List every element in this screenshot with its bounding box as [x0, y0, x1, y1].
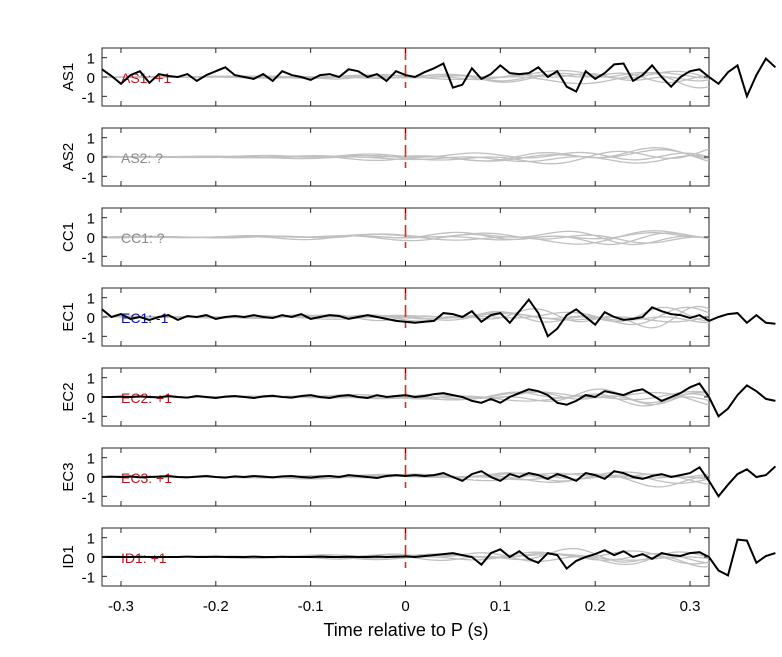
station-label: AS2: ? — [121, 150, 163, 166]
y-tick-label: 1 — [87, 211, 95, 228]
trace-line — [101, 57, 777, 100]
y-tick-label: -1 — [82, 409, 95, 426]
y-axis-label: AS1 — [60, 63, 77, 91]
y-tick-label: 0 — [87, 70, 95, 87]
y-tick-label: -1 — [82, 169, 95, 186]
y-axis-label: ID1 — [60, 545, 77, 568]
y-tick-label: 0 — [87, 390, 95, 407]
panel-cc1: CC1: ? -1 0 1 CC1 — [60, 207, 710, 267]
trace-line — [101, 297, 776, 338]
background-trace — [101, 147, 710, 162]
panel-as2: AS2: ? -1 0 1 AS2 — [60, 127, 710, 187]
panel-ec2: EC2: +1 -1 0 1 EC2 — [60, 367, 776, 427]
y-tick-label: 0 — [87, 230, 95, 247]
y-tick-label: -1 — [82, 249, 95, 266]
y-tick-label: 0 — [87, 310, 95, 327]
y-axis-label: EC3 — [60, 462, 77, 491]
background-trace — [101, 154, 710, 164]
station-label: CC1: ? — [121, 230, 165, 246]
y-tick-label: 1 — [87, 291, 95, 308]
y-tick-label: -1 — [82, 489, 95, 506]
y-tick-label: 0 — [87, 550, 95, 567]
x-axis: -0.3 -0.2 -0.1 0 0.1 0.2 0.3 — [108, 598, 700, 615]
station-label: ID1: +1 — [121, 550, 167, 566]
trace-line — [102, 538, 776, 577]
y-axis-label: EC1 — [60, 302, 77, 331]
x-axis-label: Time relative to P (s) — [323, 620, 488, 640]
y-tick-label: -1 — [82, 89, 95, 106]
y-tick-label: 1 — [87, 451, 95, 468]
x-tick-label: -0.3 — [108, 598, 134, 615]
x-tick-label: 0.1 — [490, 598, 511, 615]
trace-line — [102, 382, 776, 418]
y-tick-label: -1 — [82, 329, 95, 346]
station-label: EC2: +1 — [121, 390, 172, 406]
y-tick-label: 1 — [87, 531, 95, 548]
x-tick-label: 0.3 — [680, 598, 701, 615]
x-tick-label: 0 — [401, 598, 409, 615]
background-trace — [101, 306, 710, 323]
x-tick-label: -0.1 — [298, 598, 324, 615]
x-tick-label: 0.2 — [585, 598, 606, 615]
y-axis-label: EC2 — [60, 382, 77, 411]
panel-id1: ID1: +1 -1 0 1 ID1 — [60, 527, 776, 587]
y-tick-label: 1 — [87, 51, 95, 68]
y-axis-label: AS2 — [60, 143, 77, 171]
y-tick-label: -1 — [82, 569, 95, 586]
x-tick-label: -0.2 — [203, 598, 229, 615]
trace-line — [101, 465, 777, 499]
y-tick-label: 0 — [87, 470, 95, 487]
y-tick-label: 0 — [87, 150, 95, 167]
y-tick-label: 1 — [87, 131, 95, 148]
y-axis-label: CC1 — [60, 222, 77, 252]
y-tick-label: 1 — [87, 371, 95, 388]
